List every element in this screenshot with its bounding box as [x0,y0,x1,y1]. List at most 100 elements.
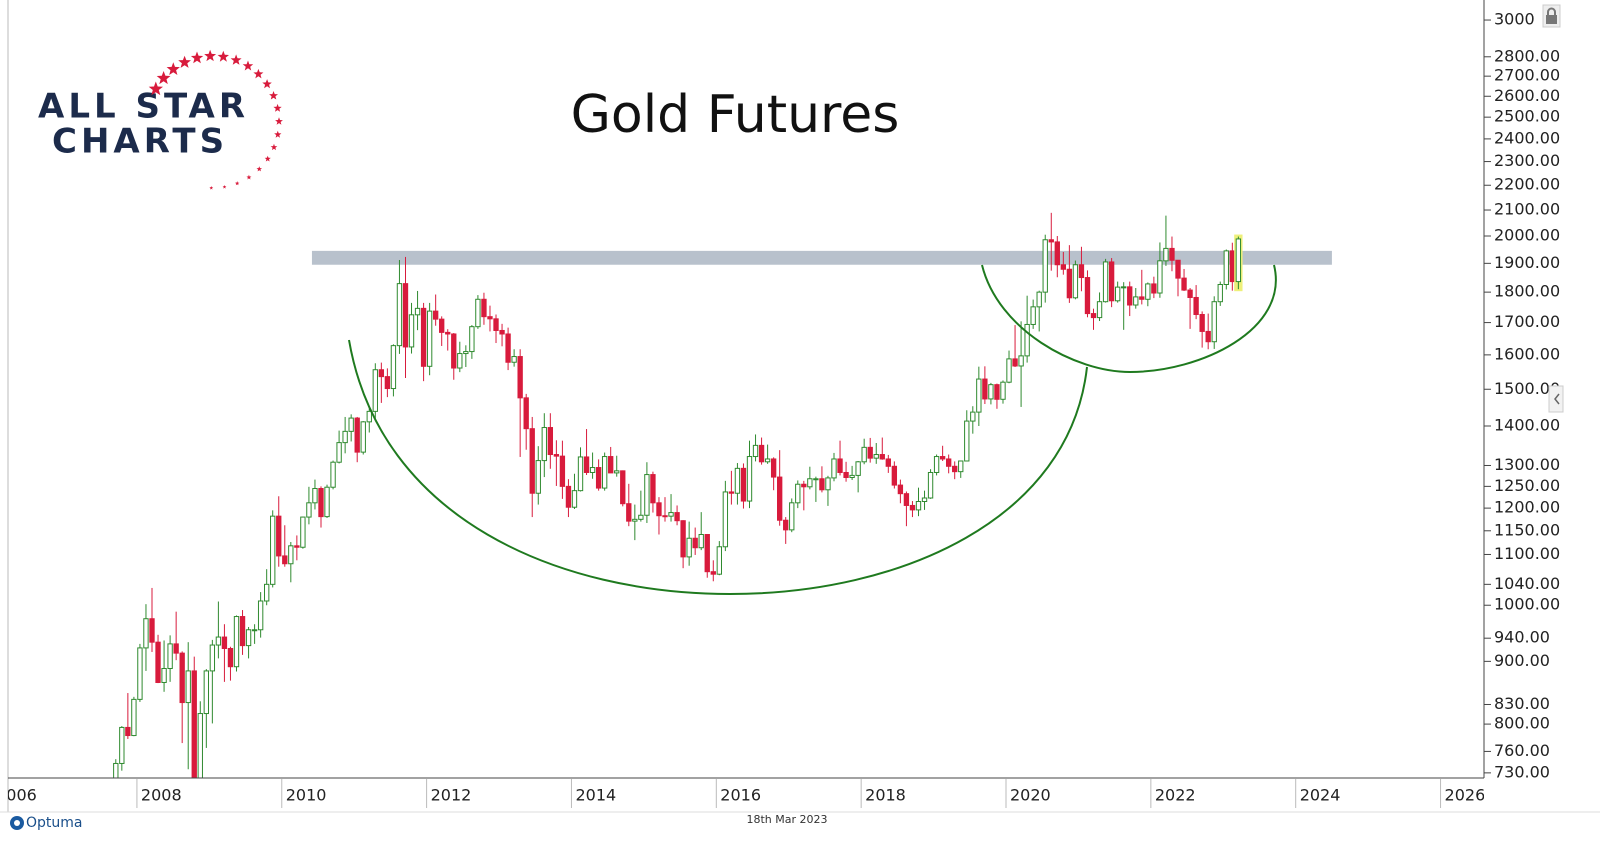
candle-body [710,571,716,575]
y-tick-label: 830.00 [1494,694,1550,713]
logo-star [204,49,217,62]
logo-star [156,71,171,85]
candle-body [915,500,922,511]
x-tick-label: 2016 [720,786,761,805]
x-tick-label: 2020 [1010,786,1051,805]
y-tick-label: 2200.00 [1494,175,1560,194]
candle-body [227,647,234,668]
candle-body [692,537,698,549]
candle-body [1121,286,1127,289]
logo-star [222,185,227,189]
scroll-box[interactable] [1548,385,1564,413]
candle-body [565,485,572,508]
candle-body [825,477,831,491]
candle-body [137,647,143,700]
y-tick-label: 2600.00 [1494,86,1560,105]
y-tick-label: 1700.00 [1494,312,1560,331]
candle-body [1000,381,1006,400]
candle-body [1229,250,1235,283]
candle-body [348,417,354,432]
logo-star [262,79,272,89]
cup-arc [348,339,1088,596]
candle-body [203,670,209,715]
candle-body [909,504,916,511]
candle-body [988,384,994,400]
lock-body [1546,15,1557,24]
y-tick-label: 1900.00 [1494,253,1560,272]
candle-body [1030,306,1036,325]
y-tick-label: 1200.00 [1494,498,1560,517]
candle-body [1223,250,1229,285]
candle-body [601,456,608,489]
candle-body [493,318,499,331]
candle-body [668,512,674,517]
candle-body [143,618,149,649]
candle-body [1199,313,1205,332]
y-tick-label: 1040.00 [1494,574,1560,593]
candle-body [155,641,161,683]
candle-body [589,467,596,473]
y-tick-label: 1250.00 [1494,476,1560,495]
logo-star [242,60,254,71]
candle-body [257,600,264,631]
candle-body [270,515,276,585]
candle-body [783,519,789,531]
candle-body [855,461,861,476]
brand: Optuma [26,815,83,831]
brand-icon-hole [14,820,20,826]
candle-body [952,465,958,473]
candle-body [879,454,885,460]
candle-body [994,384,1000,400]
candle-body [125,726,131,737]
y-tick-label: 730.00 [1494,762,1550,781]
candle-body [221,636,228,649]
candle-body [1096,301,1103,319]
candle-body [746,456,753,502]
candle-body [414,307,421,316]
candle-body [704,534,710,573]
candle-body [595,467,602,489]
candle-body [420,307,427,367]
candle-body [264,583,270,602]
scroll-button[interactable] [1548,385,1564,413]
candle-body [487,316,493,320]
candle-body [620,470,626,505]
y-tick-label: 1800.00 [1494,282,1560,301]
candle-body [1108,261,1115,302]
candle-body [1151,283,1157,294]
candle-body [402,283,409,348]
candle-body [426,310,433,367]
logo: ALL STAR CHARTS [38,49,283,190]
candle-body [167,643,173,670]
candle-body [384,376,391,390]
candle-body [740,467,747,502]
candle-body [119,726,125,764]
y-tick-label: 2500.00 [1494,107,1560,126]
candle-body [819,478,825,491]
candle-body [535,460,541,494]
candle-body [1205,330,1211,343]
candle-body [662,515,668,518]
candle-body [185,670,191,704]
candle-body [432,310,439,320]
candle-body [529,428,535,494]
y-tick-label: 1000.00 [1494,595,1560,614]
candle-body [294,545,300,548]
candle-body [481,298,487,318]
candle-body [1181,277,1187,291]
candle-body [324,486,330,518]
logo-line1: ALL STAR [38,87,249,127]
candle-body [1060,264,1067,270]
candle-body [789,502,795,531]
handle-arc [981,264,1277,374]
logo-star [274,130,282,138]
candle-body [1102,261,1109,303]
plot-area [113,212,1332,778]
candle-body [360,421,366,453]
candle-body [179,652,185,704]
y-tick-label: 3000 [1494,10,1535,29]
logo-star [235,181,240,186]
candle-body [577,456,584,492]
candle-body [451,333,457,369]
